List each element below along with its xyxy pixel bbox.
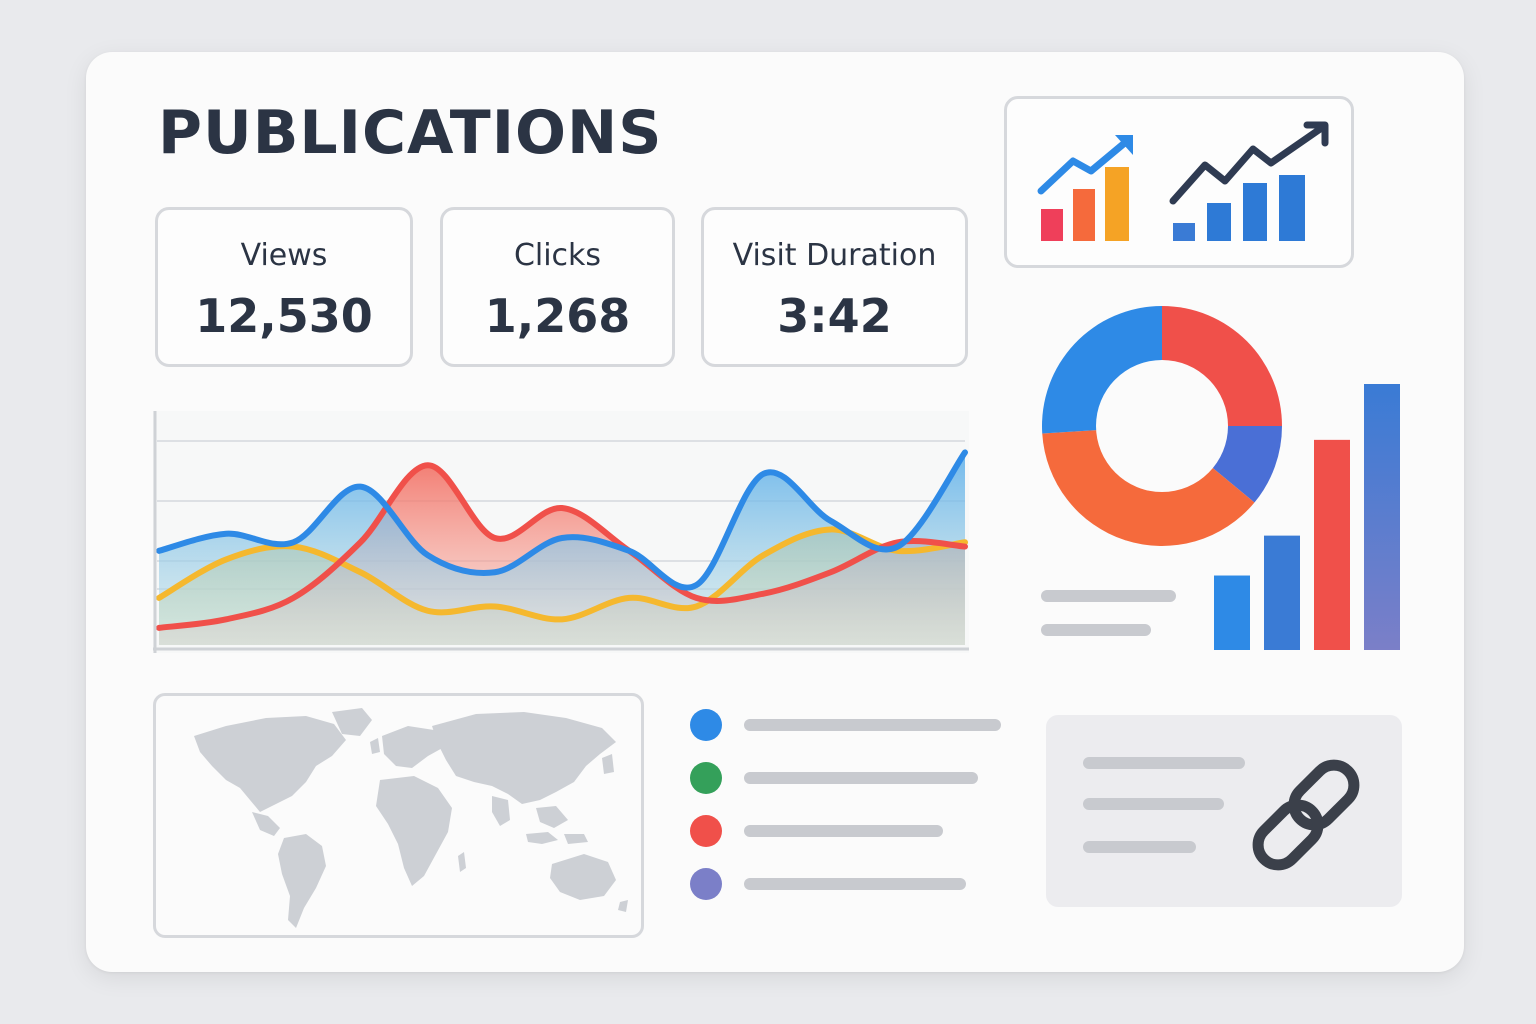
bar-3 (1314, 439, 1350, 650)
legend-dot-green (690, 762, 722, 794)
legend-dot-red (690, 815, 722, 847)
legend-item-line (744, 878, 966, 890)
area-series-red-line (156, 462, 968, 631)
bar-4 (1364, 384, 1400, 650)
share-link-panel[interactable] (1046, 715, 1402, 907)
legend-item-line (744, 719, 1001, 731)
placeholder-text-line (1083, 841, 1196, 853)
stat-label: Clicks (513, 238, 602, 273)
placeholder-text-line (1083, 757, 1245, 769)
legend-dot-blue (690, 709, 722, 741)
area-series-blue-fill (159, 452, 965, 645)
legend-item-line (744, 772, 978, 784)
area-chart[interactable] (153, 411, 969, 653)
placeholder-text-line (1041, 624, 1151, 636)
legend-dot-purple (690, 868, 722, 900)
chart-icons-panel[interactable] (1004, 96, 1354, 268)
stat-card-views[interactable]: Views 12,530 (155, 207, 413, 367)
stat-label: Visit Duration (732, 238, 937, 273)
area-series-yellow-line (156, 526, 968, 623)
legend-item-line (744, 825, 943, 837)
growth-chart-icon (1037, 121, 1329, 241)
donut-hole (1096, 360, 1228, 492)
stat-value: 12,530 (195, 289, 373, 343)
stat-value: 1,268 (484, 289, 631, 343)
world-map-icon (194, 708, 628, 928)
bar-chart[interactable] (1206, 380, 1412, 652)
stat-card-visit-duration[interactable]: Visit Duration 3:42 (701, 207, 968, 367)
bar-1 (1214, 575, 1250, 650)
placeholder-text-line (1083, 798, 1224, 810)
bar-2 (1264, 535, 1300, 650)
world-map-panel[interactable] (153, 693, 644, 938)
link-icon[interactable] (1246, 755, 1376, 885)
stat-label: Views (240, 238, 328, 273)
stat-card-clicks[interactable]: Clicks 1,268 (440, 207, 675, 367)
donut-chart[interactable] (1036, 300, 1288, 552)
stat-value: 3:42 (777, 289, 892, 343)
placeholder-text-line (1041, 590, 1176, 602)
area-series-blue-line (156, 449, 968, 591)
page-title: PUBLICATIONS (158, 98, 663, 168)
